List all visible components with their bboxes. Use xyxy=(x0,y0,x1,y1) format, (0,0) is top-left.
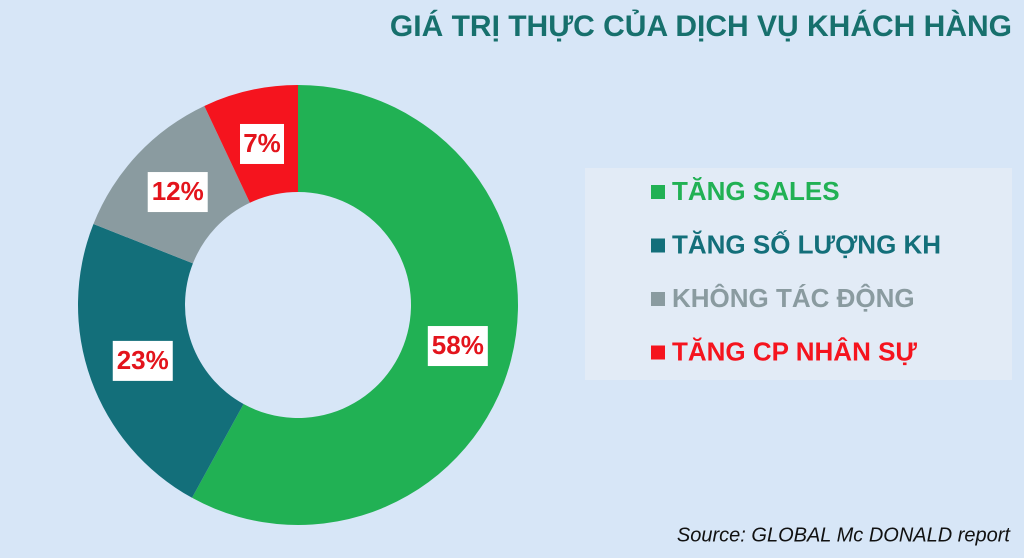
label-box xyxy=(240,123,285,164)
legend-swatch xyxy=(651,185,665,199)
data-label: 12% xyxy=(152,176,204,206)
label-box xyxy=(112,340,173,381)
label-box xyxy=(147,172,208,213)
legend-swatch xyxy=(651,238,665,253)
legend-label: TĂNG SỐ LƯỢNG KH xyxy=(672,229,941,259)
source-note: Source: GLOBAL Mc DONALD report xyxy=(677,524,1012,546)
data-label: 23% xyxy=(117,345,169,375)
data-label: 58% xyxy=(432,330,484,360)
donut-slice xyxy=(192,85,518,526)
legend-label: TĂNG SALES xyxy=(672,176,840,206)
chart-title: GIÁ TRỊ THỰC CỦA DỊCH VỤ KHÁCH HÀNG xyxy=(390,9,1012,43)
label-box xyxy=(427,326,488,367)
legend-swatch xyxy=(651,345,665,360)
legend-label: KHÔNG TÁC ĐỘNG xyxy=(672,283,915,313)
legend-label: TĂNG CP NHÂN SỰ xyxy=(672,336,917,366)
legend-swatch xyxy=(651,292,665,306)
legend-box xyxy=(585,168,1012,380)
data-label: 7% xyxy=(243,128,281,158)
